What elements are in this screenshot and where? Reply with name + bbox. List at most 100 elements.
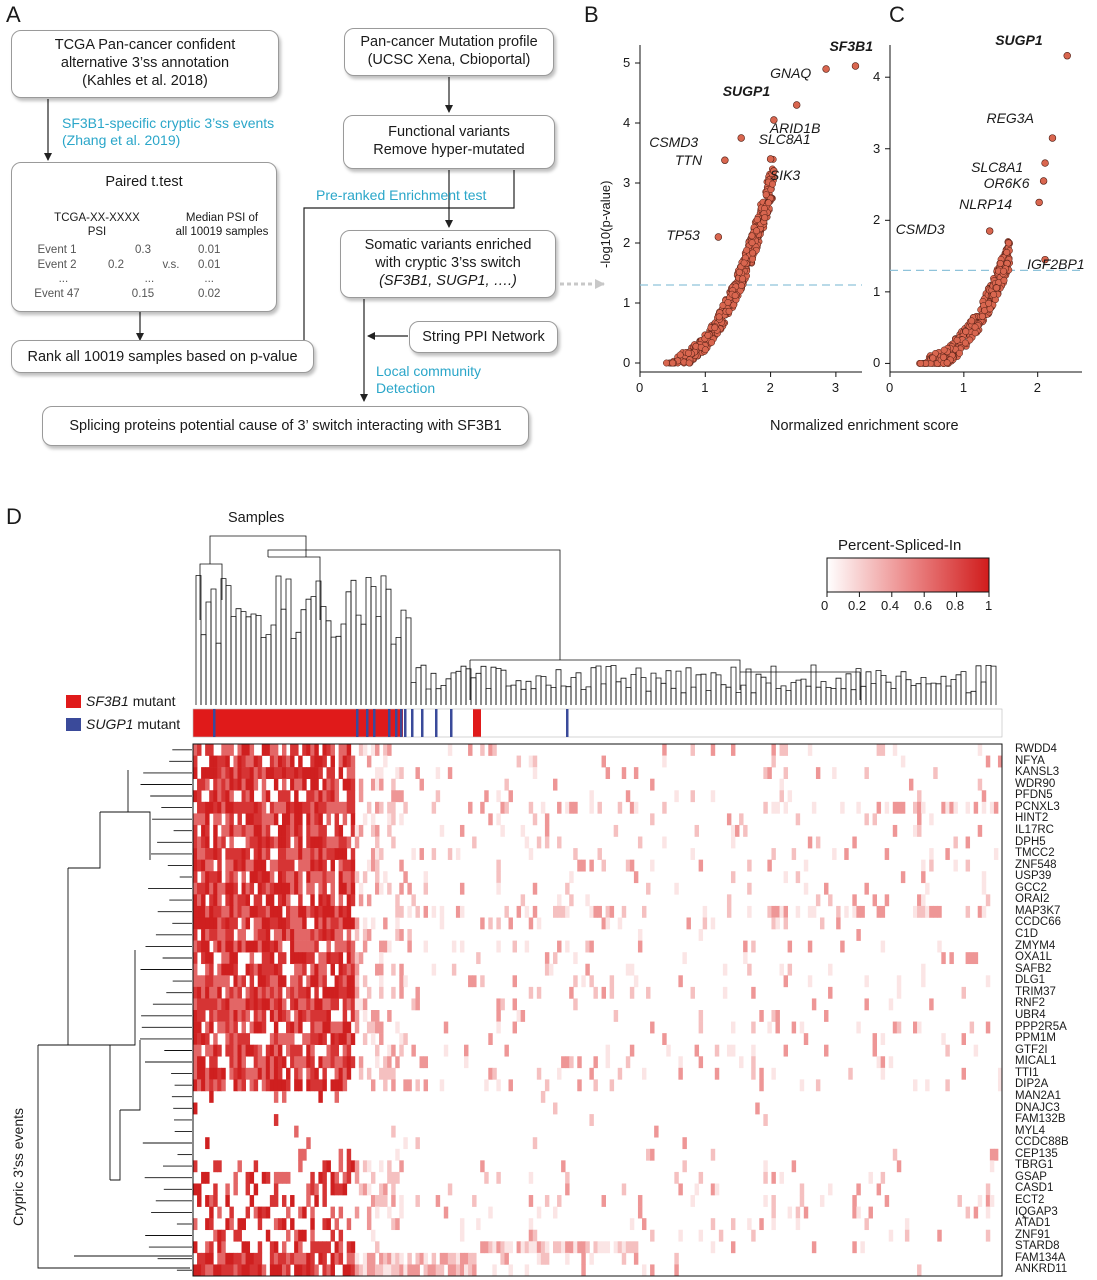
heatmap-cell (395, 905, 400, 918)
panel-label-a: A (6, 2, 21, 27)
heatmap-cell (225, 859, 230, 872)
dendro-branch (245, 616, 252, 705)
heatmap-cell (601, 755, 606, 768)
heatmap-cell (290, 1021, 295, 1034)
heatmap-cell (213, 1044, 218, 1057)
heatmap-cell (281, 744, 287, 756)
heatmap-cell (318, 929, 323, 941)
heatmap-cell (472, 1252, 477, 1265)
heatmap-cell (265, 744, 271, 756)
heatmap-cell (302, 801, 307, 814)
heatmap-cell (411, 998, 416, 1011)
heatmap-cell (346, 1264, 352, 1277)
heatmap-cell (310, 871, 315, 884)
gene-label-casd1: CASD1 (1015, 1182, 1054, 1195)
heatmap-cell (193, 1264, 198, 1277)
heatmap-cell (277, 1067, 283, 1080)
heatmap-cell (217, 1229, 222, 1242)
heatmap-cell (205, 778, 210, 791)
heatmap-cell (403, 975, 408, 988)
heatmap-cell (294, 963, 299, 976)
heatmap-cell (286, 859, 291, 872)
heatmap-cell (913, 905, 918, 918)
heatmap-cell (201, 1067, 206, 1080)
heatmap-row (193, 813, 934, 826)
heatmap-cell (383, 755, 388, 768)
heatmap-cell (213, 1056, 218, 1069)
heatmap-cell (856, 1206, 861, 1219)
heatmap-cell (569, 986, 574, 999)
heatmap-cell (330, 848, 335, 860)
heatmap-cell (399, 790, 404, 803)
heatmap-cell (710, 1218, 716, 1231)
heatmap-cell (828, 1183, 833, 1196)
heatmap-cell (370, 1252, 376, 1265)
sugp1-mutant-mark (400, 709, 403, 737)
heatmap-cell (290, 755, 295, 768)
heatmap-row (298, 1148, 999, 1161)
splicing-proteins-box: Splicing proteins potential cause of 3’ … (42, 406, 529, 446)
heatmap-cell (253, 767, 259, 779)
dendro-branch (675, 670, 682, 705)
heatmap-cell (237, 986, 242, 999)
heatmap-cell (370, 824, 376, 837)
heatmap-cell (860, 1241, 865, 1254)
heatmap-cell (233, 824, 238, 837)
heatmap-cell (233, 917, 238, 930)
heatmap-cell (350, 871, 356, 884)
heatmap-cell (431, 963, 437, 976)
heatmap-cell (302, 917, 307, 930)
heatmap-cell (253, 963, 259, 976)
heatmap-cell (961, 1033, 966, 1045)
heatmap-cell (949, 801, 954, 814)
heatmap-cell (197, 1056, 202, 1069)
heatmap-cell (197, 848, 202, 860)
heatmap-cell (354, 1171, 360, 1184)
heatmap-cell (856, 929, 861, 941)
heatmap-cell (221, 1229, 226, 1242)
heatmap-cell (205, 929, 210, 941)
heatmap-cell (358, 952, 364, 965)
heatmap-cell (379, 986, 384, 999)
heatmap-cell (322, 1252, 327, 1265)
heatmap-cell (257, 963, 263, 976)
gene-label-c1d: C1D (1015, 928, 1039, 941)
heatmap-cell (249, 1171, 255, 1184)
heatmap-cell (985, 755, 991, 768)
heatmap-cell (900, 755, 906, 768)
heatmap-cell (391, 1183, 396, 1196)
heatmap-cell (629, 963, 635, 976)
heatmap-cell (298, 767, 303, 779)
dendro-branch (695, 674, 702, 705)
heatmap-cell (387, 1010, 392, 1022)
heatmap-cell (577, 1056, 582, 1069)
heatmap-cell (852, 894, 857, 907)
heatmap-cell (225, 744, 230, 756)
heatmap-cell (637, 940, 643, 953)
heatmap-cell (864, 975, 869, 988)
heatmap-cell (205, 836, 210, 849)
heatmap-cell (387, 1160, 392, 1173)
heatmap-cell (290, 952, 295, 965)
heatmap-cell (379, 1021, 384, 1034)
heatmap-cell (597, 848, 602, 860)
dendro-branch (585, 686, 592, 705)
heatmap-cell (787, 963, 793, 976)
heatmap-cell (217, 790, 222, 803)
heatmap-cell (310, 1218, 315, 1231)
heatmap-cell (338, 1148, 344, 1161)
heatmap-cell (569, 801, 574, 814)
heatmap-cell (298, 755, 303, 768)
labeled-point-sugp1 (1063, 52, 1071, 60)
heatmap-cell (516, 1241, 522, 1254)
heatmap-cell (650, 778, 655, 791)
heatmap-cell (273, 905, 279, 918)
heatmap-cell (286, 1264, 291, 1277)
heatmap-cell (310, 1264, 315, 1277)
heatmap-cell (330, 767, 335, 779)
heatmap-cell (354, 836, 360, 849)
heatmap-cell (205, 963, 210, 976)
labeled-point-sugp1 (793, 101, 801, 109)
heatmap-cell (193, 975, 198, 988)
heatmap-cell (536, 836, 542, 849)
